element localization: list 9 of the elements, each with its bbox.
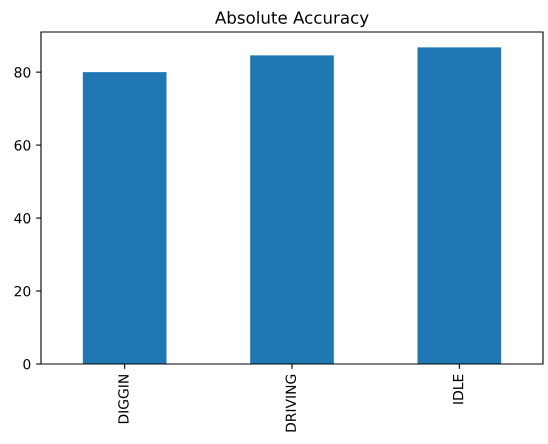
y-tick-label: 20 (14, 286, 30, 297)
y-tick-label: 80 (14, 67, 30, 78)
x-tick-label: DRIVING (286, 374, 296, 432)
chart-title: Absolute Accuracy (215, 11, 369, 28)
y-tick-label: 0 (23, 358, 30, 370)
y-tick-label: 40 (14, 213, 30, 224)
y-tick-label: 60 (14, 140, 30, 151)
x-tick-label: IDLE (453, 374, 464, 404)
x-tick-label: DIGGIN (118, 375, 129, 424)
